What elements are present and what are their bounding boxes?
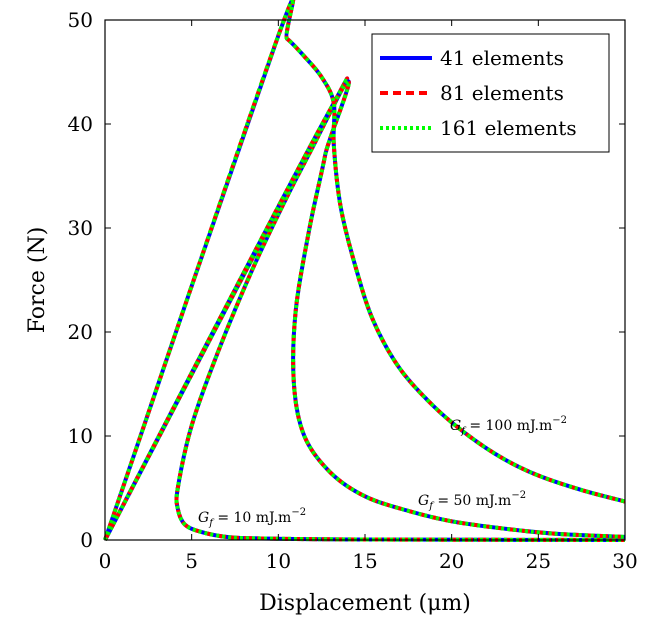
curve-annotations: Gf = 10 mJ.m−2 Gf = 50 mJ.m−2 Gf = 100 mJ.… [198,415,567,529]
curve-annotation-1: Gf = 10 mJ.m−2 [198,507,306,529]
y-axis-label: Force (N) [25,227,50,334]
x-tick-label: 20 [439,549,464,573]
y-tick-label: 50 [68,8,93,32]
curve-annotation-2: Gf = 50 mJ.m−2 [418,490,526,512]
curve-2-series-3-line [103,79,626,541]
y-tick-label: 0 [80,528,93,552]
x-tick-label: 10 [266,549,291,573]
curve-annotation-3: Gf = 100 mJ.m−2 [450,415,567,437]
x-tick-label: 25 [526,549,551,573]
x-tick-label: 15 [352,549,377,573]
y-tick-label: 10 [68,424,93,448]
y-tick-label: 20 [68,320,93,344]
legend-label-1: 41 elements [440,46,564,70]
curves-layer [103,0,626,542]
curve-1-series-2-line [103,76,626,542]
legend-label-3: 161 elements [440,116,577,140]
y-tick-label: 40 [68,112,93,136]
axis-ticks: 0 5 10 15 20 25 30 0 10 20 30 40 50 [68,8,638,573]
curve-3-series-3-line [103,0,626,541]
x-axis-label: Displacement (μm) [259,591,471,616]
x-tick-label: 5 [185,549,198,573]
legend-label-2: 81 elements [440,81,564,105]
x-tick-label: 0 [99,549,112,573]
x-tick-label: 30 [612,549,637,573]
y-tick-label: 30 [68,216,93,240]
legend: 41 elements 81 elements 161 elements [371,33,610,153]
